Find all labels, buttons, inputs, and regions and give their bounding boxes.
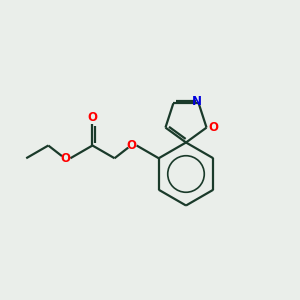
Text: O: O — [88, 111, 98, 124]
Text: N: N — [192, 95, 202, 108]
Text: O: O — [126, 139, 136, 152]
Text: O: O — [60, 152, 70, 165]
Text: O: O — [208, 121, 218, 134]
